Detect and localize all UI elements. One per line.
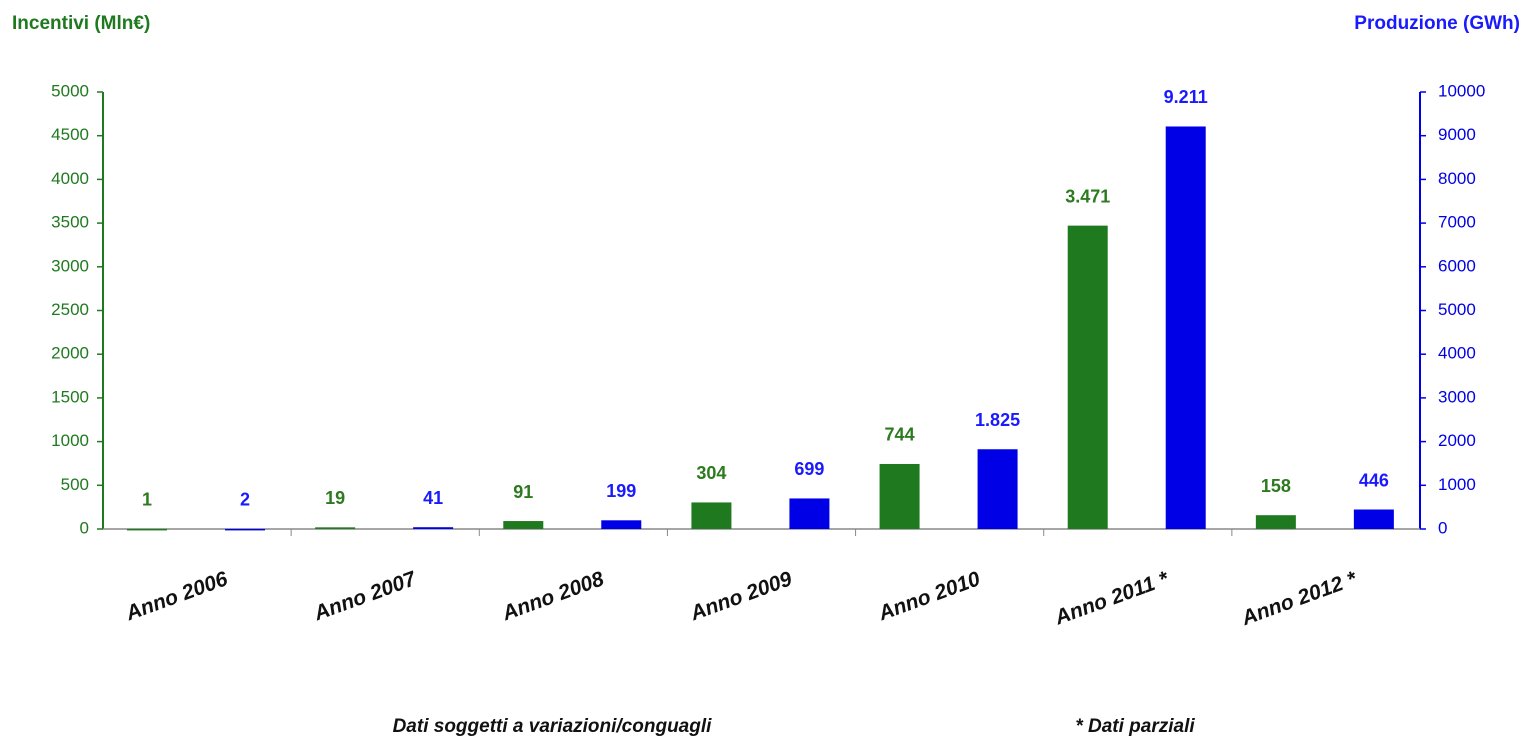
x-tick-label: Anno 2011 * [1051,567,1172,630]
y2-tick-label: 0 [1438,518,1447,537]
y-tick-label: 2500 [51,300,89,319]
bar [315,527,356,529]
y2-tick-label: 5000 [1438,300,1476,319]
bar [601,520,642,529]
x-tick-label: Anno 2012 * [1238,567,1361,630]
y-tick-label: 4500 [51,125,89,144]
y-tick-label: 3500 [51,213,89,232]
x-tick-label: Anno 2007 [310,567,420,626]
y-tick-label: 0 [80,518,89,537]
y-tick-label: 1000 [51,431,89,450]
bar [225,528,265,531]
bar [503,521,544,529]
y-tick-label: 3000 [51,256,89,275]
y-tick-label: 2000 [51,344,89,363]
value-label: 2 [240,490,250,510]
y2-tick-label: 9000 [1438,125,1476,144]
x-tick-label: Anno 2006 [122,567,231,625]
y2-tick-label: 4000 [1438,344,1476,363]
bar [1353,509,1394,529]
bar [879,463,920,529]
value-label: 199 [606,481,636,501]
value-label: 9.211 [1164,87,1208,107]
bar [691,502,732,529]
value-label: 41 [423,488,443,508]
y-tick-label: 4000 [51,169,89,188]
value-label: 446 [1359,470,1389,490]
y2-tick-label: 7000 [1438,213,1476,232]
y2-tick-label: 8000 [1438,169,1476,188]
x-tick-label: Anno 2009 [687,567,796,625]
y2-tick-label: 1000 [1438,475,1476,494]
value-label: 91 [513,482,533,502]
x-tick-label: Anno 2008 [498,567,607,625]
y-tick-label: 1500 [51,387,89,406]
y2-tick-label: 6000 [1438,256,1476,275]
footnote: * Dati parziali [1075,716,1195,737]
y-axis-title: Incentivi (Mln€) [12,13,150,34]
bar [977,449,1018,529]
bar [413,527,454,529]
y-tick-label: 500 [61,475,89,494]
y2-tick-label: 3000 [1438,387,1476,406]
value-label: 744 [885,425,915,445]
y2-axis-title: Produzione (GWh) [1354,13,1520,34]
value-label: 158 [1261,476,1291,496]
bar [127,528,167,531]
bar [789,498,830,529]
value-label: 1 [142,490,152,510]
y2-tick-label: 10000 [1438,81,1485,100]
y2-tick-label: 2000 [1438,431,1476,450]
value-label: 3.471 [1065,186,1110,206]
bar [1165,126,1206,529]
x-tick-label: Anno 2010 [875,567,984,625]
footnote: Dati soggetti a variazioni/conguagli [393,716,713,737]
value-label: 304 [696,463,726,483]
bar [1067,225,1108,530]
y-tick-label: 5000 [51,81,89,100]
value-label: 1.825 [975,410,1020,430]
value-label: 19 [325,488,345,508]
bar [1255,515,1296,529]
value-label: 699 [794,459,824,479]
